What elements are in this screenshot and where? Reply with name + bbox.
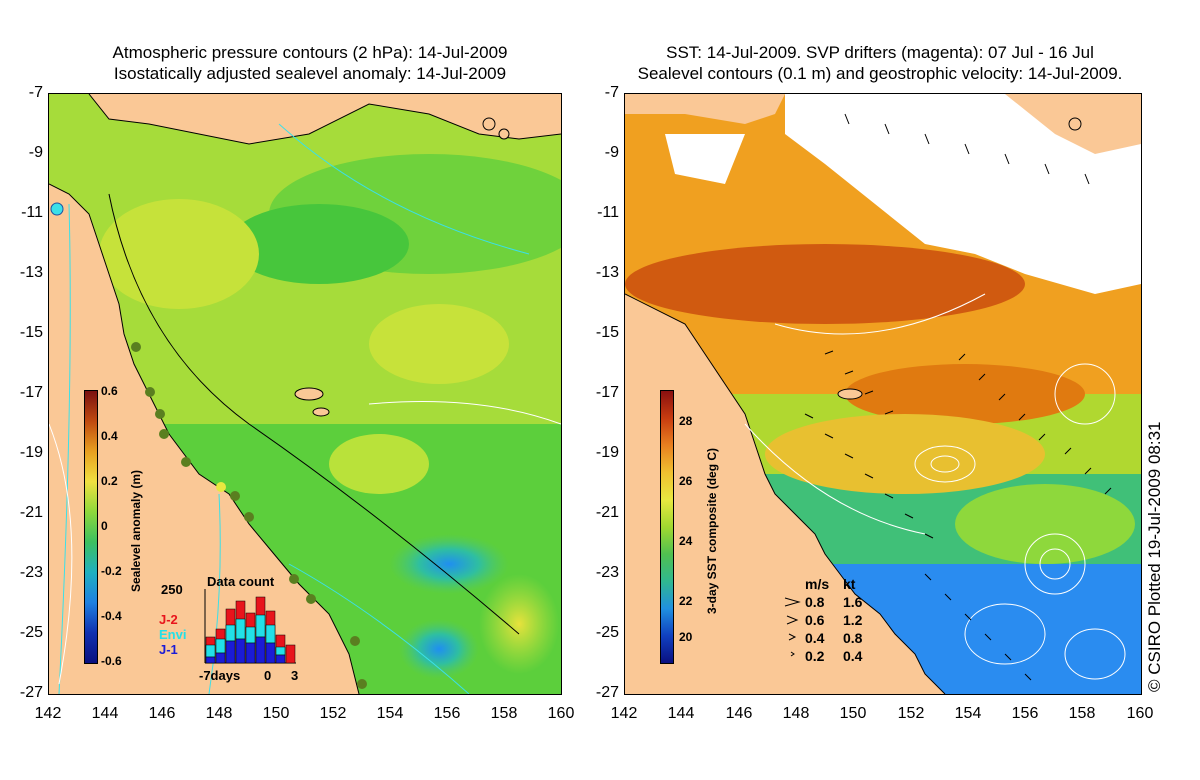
data-count-title: Data count [207, 574, 275, 589]
right-ytick-3: -13 [595, 264, 619, 281]
left-xtick-7: 156 [433, 705, 461, 722]
right-ytick-7: -21 [595, 504, 619, 521]
left-ytick-0: -7 [28, 84, 43, 101]
sst-colorbar [660, 390, 674, 664]
sst-tick-0: 28 [679, 414, 693, 428]
left-ytick-4: -15 [19, 324, 43, 341]
legend-envi: Envi [159, 627, 187, 642]
speed-legend-kt-1: 1.2 [843, 612, 863, 628]
left-ytick-10: -27 [19, 684, 43, 701]
sst-map [625, 94, 1141, 694]
data-count-x-start: -7days [199, 668, 241, 683]
right-ytick-0: -7 [604, 84, 619, 101]
left-xtick-8: 158 [490, 705, 518, 722]
left-ytick-9: -25 [19, 624, 43, 641]
sl-tick-1: 0.4 [101, 429, 118, 443]
left-ytick-7: -21 [19, 504, 43, 521]
sealevel-anomaly-map [49, 94, 561, 694]
left-ytick-5: -17 [19, 384, 43, 401]
sl-tick-3: 0 [101, 519, 108, 533]
legend-j2: J-2 [159, 612, 178, 627]
sealevel-colorbar [84, 390, 98, 664]
sst-tick-2: 24 [679, 534, 693, 548]
sst-colorbar-label: 3-day SST composite (deg C) [705, 447, 719, 614]
speed-legend-ms-0: 0.8 [805, 594, 825, 610]
right-ytick-1: -9 [604, 144, 619, 161]
speed-legend-ms-3: 0.2 [805, 648, 825, 664]
right-title-line2: Sealevel contours (0.1 m) and geostrophi… [637, 64, 1123, 83]
left-xtick-4: 150 [262, 705, 290, 722]
data-count-ymax: 250 [161, 582, 183, 597]
right-xtick-0: 142 [610, 705, 638, 722]
legend-j1: J-1 [159, 642, 178, 657]
left-xtick-0: 142 [34, 705, 62, 722]
left-ytick-1: -9 [28, 144, 43, 161]
left-xtick-5: 152 [319, 705, 347, 722]
speed-legend-arrows [784, 597, 801, 657]
right-xtick-9: 160 [1126, 705, 1154, 722]
left-ytick-6: -19 [19, 444, 43, 461]
left-ytick-3: -13 [19, 264, 43, 281]
speed-legend-kt-header: kt [843, 576, 856, 592]
right-ytick-4: -15 [595, 324, 619, 341]
left-xtick-9: 160 [547, 705, 575, 722]
right-xtick-1: 144 [667, 705, 695, 722]
left-ytick-8: -23 [19, 564, 43, 581]
sst-tick-4: 20 [679, 630, 693, 644]
speed-legend-ms-2: 0.4 [805, 630, 825, 646]
speed-legend-ms-header: m/s [805, 576, 830, 592]
left-title-line1: Atmospheric pressure contours (2 hPa): 1… [112, 43, 508, 62]
sl-tick-6: -0.6 [101, 654, 122, 668]
speed-legend-kt-0: 1.6 [843, 594, 863, 610]
right-title-line1: SST: 14-Jul-2009. SVP drifters (magenta)… [666, 43, 1094, 62]
right-xtick-5: 152 [897, 705, 925, 722]
sl-tick-2: 0.2 [101, 474, 118, 488]
left-ytick-2: -11 [21, 204, 43, 221]
speed-legend-kt-2: 0.8 [843, 630, 863, 646]
right-ytick-8: -23 [595, 564, 619, 581]
right-map: 28 26 24 22 20 3-day SST composite (deg … [624, 93, 1142, 695]
left-title-line2: Isostatically adjusted sealevel anomaly:… [113, 64, 507, 83]
sl-tick-5: -0.4 [101, 609, 122, 623]
sst-tick-3: 22 [679, 594, 693, 608]
csiro-credit: © CSIRO Plotted 19-Jul-2009 08:31 [1145, 421, 1164, 692]
right-xtick-6: 154 [954, 705, 982, 722]
right-xtick-2: 146 [725, 705, 753, 722]
right-xtick-4: 150 [839, 705, 867, 722]
data-count-histogram [204, 589, 296, 664]
right-xtick-8: 158 [1068, 705, 1096, 722]
data-count-x-end: 3 [291, 668, 299, 683]
left-map: 0.6 0.4 0.2 0 -0.2 -0.4 -0.6 Sealevel an… [48, 93, 562, 695]
right-ytick-9: -25 [595, 624, 619, 641]
left-xtick-6: 154 [376, 705, 404, 722]
sl-tick-4: -0.2 [101, 564, 122, 578]
sl-tick-0: 0.6 [101, 384, 118, 398]
speed-legend-kt-3: 0.4 [843, 648, 863, 664]
speed-legend-ms-1: 0.6 [805, 612, 825, 628]
right-ytick-5: -17 [595, 384, 619, 401]
right-ytick-10: -27 [595, 684, 619, 701]
data-count-x-zero: 0 [264, 668, 272, 683]
right-xtick-7: 156 [1011, 705, 1039, 722]
left-xtick-3: 148 [205, 705, 233, 722]
left-xtick-2: 146 [148, 705, 176, 722]
sst-tick-1: 26 [679, 474, 693, 488]
sealevel-colorbar-label: Sealevel anomaly (m) [129, 469, 143, 592]
right-ytick-6: -19 [595, 444, 619, 461]
right-xtick-3: 148 [782, 705, 810, 722]
left-xtick-1: 144 [91, 705, 119, 722]
right-ytick-2: -11 [597, 204, 619, 221]
